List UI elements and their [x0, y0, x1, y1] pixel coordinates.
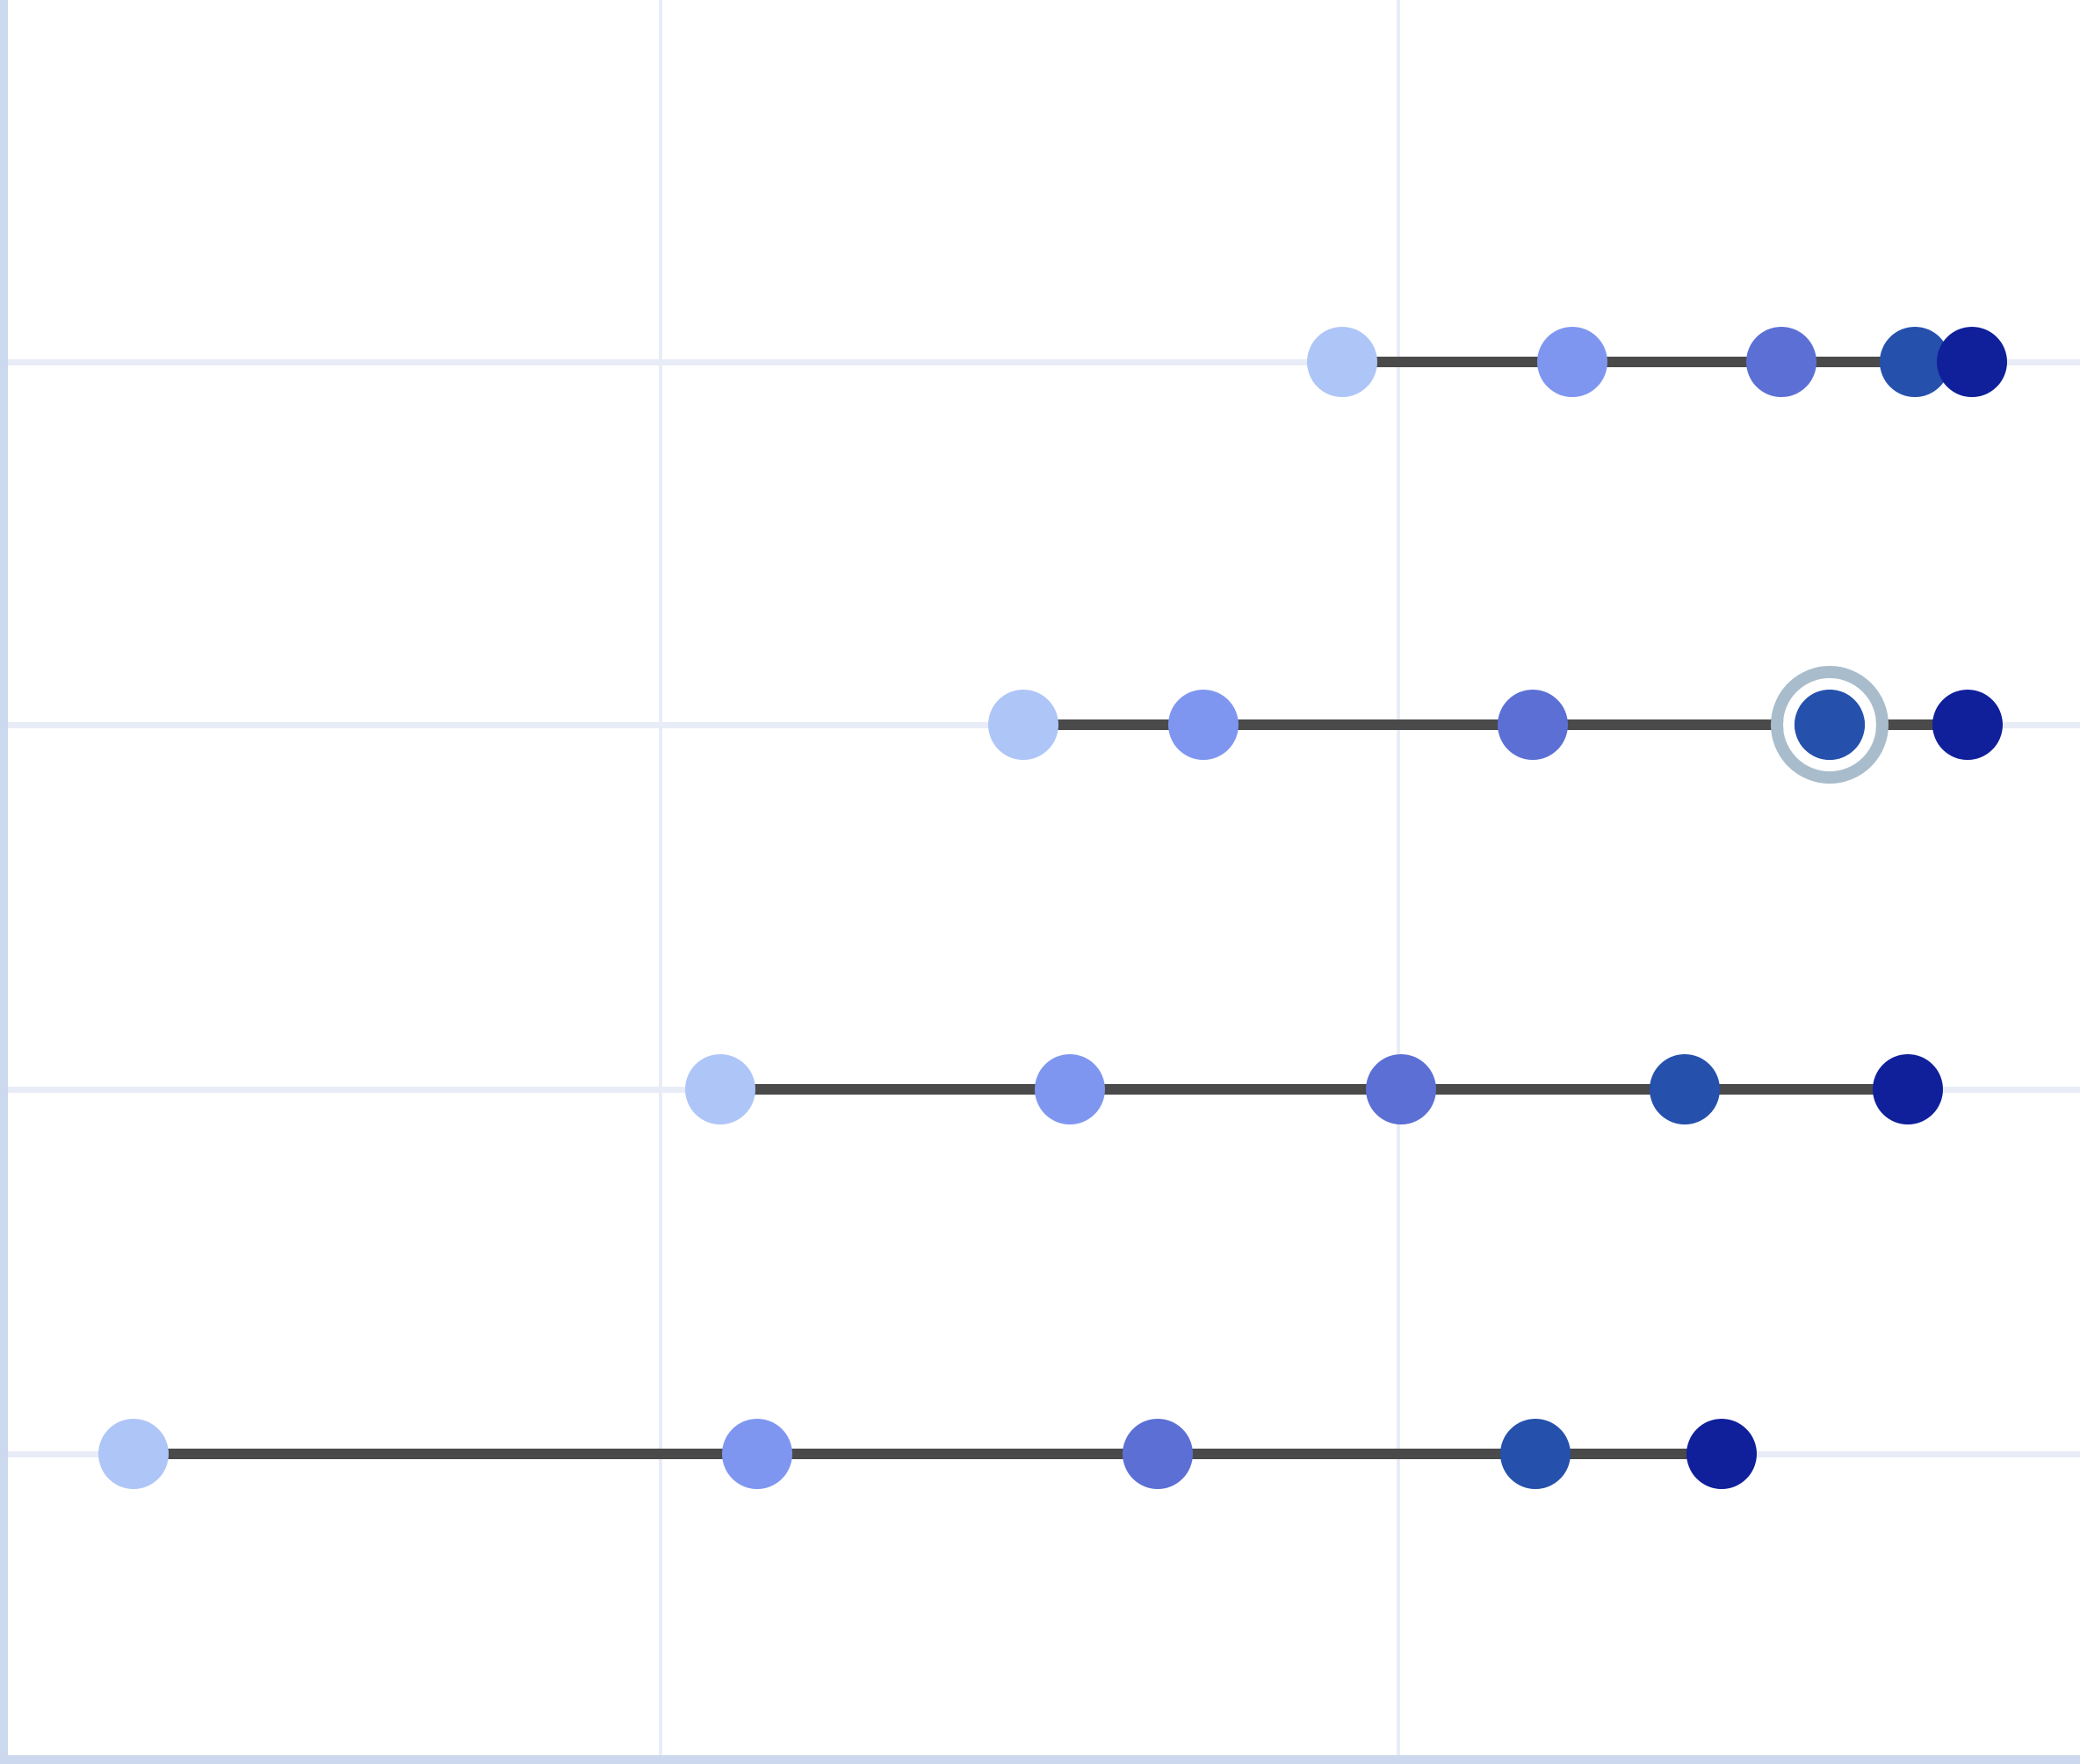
- data-point-dot[interactable]: [1537, 327, 1607, 397]
- data-point-dot[interactable]: [988, 690, 1058, 760]
- data-point-dot[interactable]: [1746, 327, 1816, 397]
- data-point-dot[interactable]: [1307, 327, 1377, 397]
- data-point-dot[interactable]: [1366, 1054, 1436, 1124]
- y-axis-line: [0, 0, 8, 1764]
- connector-line: [1023, 719, 1968, 730]
- data-point-dot[interactable]: [1686, 1419, 1757, 1489]
- data-point-dot[interactable]: [1498, 690, 1568, 760]
- data-point-dot[interactable]: [1937, 327, 2007, 397]
- data-point-dot[interactable]: [1500, 1419, 1571, 1489]
- data-point-dot[interactable]: [1123, 1419, 1193, 1489]
- gridline-vertical-1: [1397, 0, 1400, 1764]
- data-point-dot[interactable]: [685, 1054, 755, 1124]
- gridline-vertical-0: [659, 0, 662, 1764]
- selected-data-point-dot[interactable]: [1795, 690, 1865, 760]
- gridline-horizontal-0: [0, 359, 2080, 365]
- connector-line: [1342, 357, 1915, 367]
- data-point-dot[interactable]: [1650, 1054, 1720, 1124]
- connector-line: [720, 1084, 1908, 1095]
- data-point-dot[interactable]: [1035, 1054, 1105, 1124]
- data-point-dot[interactable]: [1932, 690, 2003, 760]
- data-point-dot[interactable]: [98, 1419, 169, 1489]
- connector-line: [134, 1449, 1722, 1459]
- data-point-dot[interactable]: [1873, 1054, 1943, 1124]
- x-axis-line: [0, 1755, 2080, 1764]
- data-point-dot[interactable]: [722, 1419, 792, 1489]
- data-point-dot[interactable]: [1168, 690, 1239, 760]
